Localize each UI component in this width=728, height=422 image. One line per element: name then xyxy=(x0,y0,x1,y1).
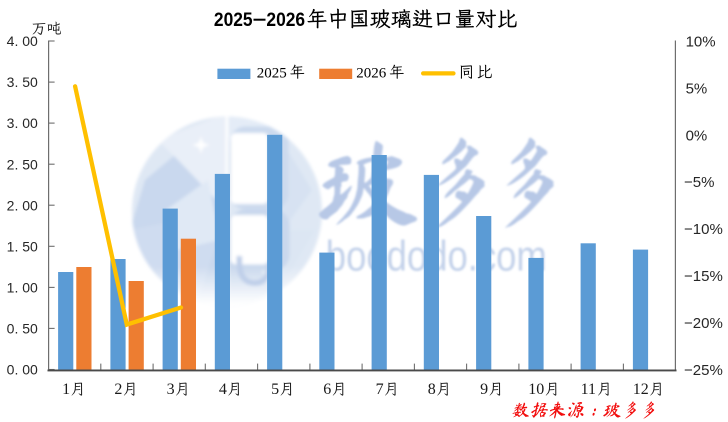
svg-text:3. 00: 3. 00 xyxy=(7,115,38,131)
svg-text:1. 50: 1. 50 xyxy=(7,238,38,254)
svg-text:7: 7 xyxy=(376,381,384,398)
svg-text:4. 00: 4. 00 xyxy=(7,33,38,49)
svg-text:3. 50: 3. 50 xyxy=(7,74,38,90)
svg-text:2026: 2026 xyxy=(356,65,387,81)
svg-text:2025: 2025 xyxy=(214,9,253,31)
svg-text:10: 10 xyxy=(528,381,544,398)
svg-text:2025: 2025 xyxy=(257,65,287,81)
svg-text:2. 00: 2. 00 xyxy=(7,197,38,213)
svg-text:−20%: −20% xyxy=(684,315,723,332)
svg-text:5%: 5% xyxy=(686,80,708,97)
svg-text:0. 00: 0. 00 xyxy=(7,362,38,378)
svg-text:6: 6 xyxy=(323,381,331,398)
svg-text:1. 00: 1. 00 xyxy=(7,280,38,296)
svg-text:12: 12 xyxy=(633,381,649,398)
svg-text:1: 1 xyxy=(62,381,70,398)
svg-text:8: 8 xyxy=(428,381,436,398)
svg-text:2026: 2026 xyxy=(266,9,305,31)
svg-text:5: 5 xyxy=(271,381,279,398)
svg-text:2. 50: 2. 50 xyxy=(7,156,38,172)
svg-text:3: 3 xyxy=(167,381,175,398)
svg-text:11: 11 xyxy=(581,381,596,398)
svg-text:0. 50: 0. 50 xyxy=(7,321,38,337)
svg-text:10%: 10% xyxy=(686,33,716,50)
svg-text:−10%: −10% xyxy=(684,221,723,238)
svg-text:4: 4 xyxy=(219,381,227,398)
svg-text:−15%: −15% xyxy=(684,268,723,285)
svg-text:−5%: −5% xyxy=(684,174,714,191)
svg-text:−25%: −25% xyxy=(684,362,723,379)
svg-text:0%: 0% xyxy=(686,127,708,144)
svg-text:9: 9 xyxy=(480,381,488,398)
svg-text:2: 2 xyxy=(114,381,122,398)
